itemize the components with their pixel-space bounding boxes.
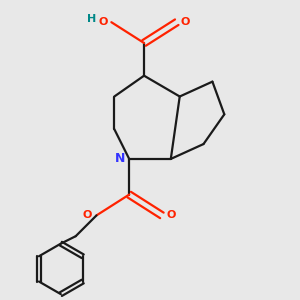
Text: N: N — [115, 152, 125, 165]
Text: O: O — [180, 17, 190, 27]
Text: H: H — [87, 14, 97, 24]
Text: O: O — [98, 17, 108, 27]
Text: O: O — [166, 210, 176, 220]
Text: O: O — [83, 210, 92, 220]
